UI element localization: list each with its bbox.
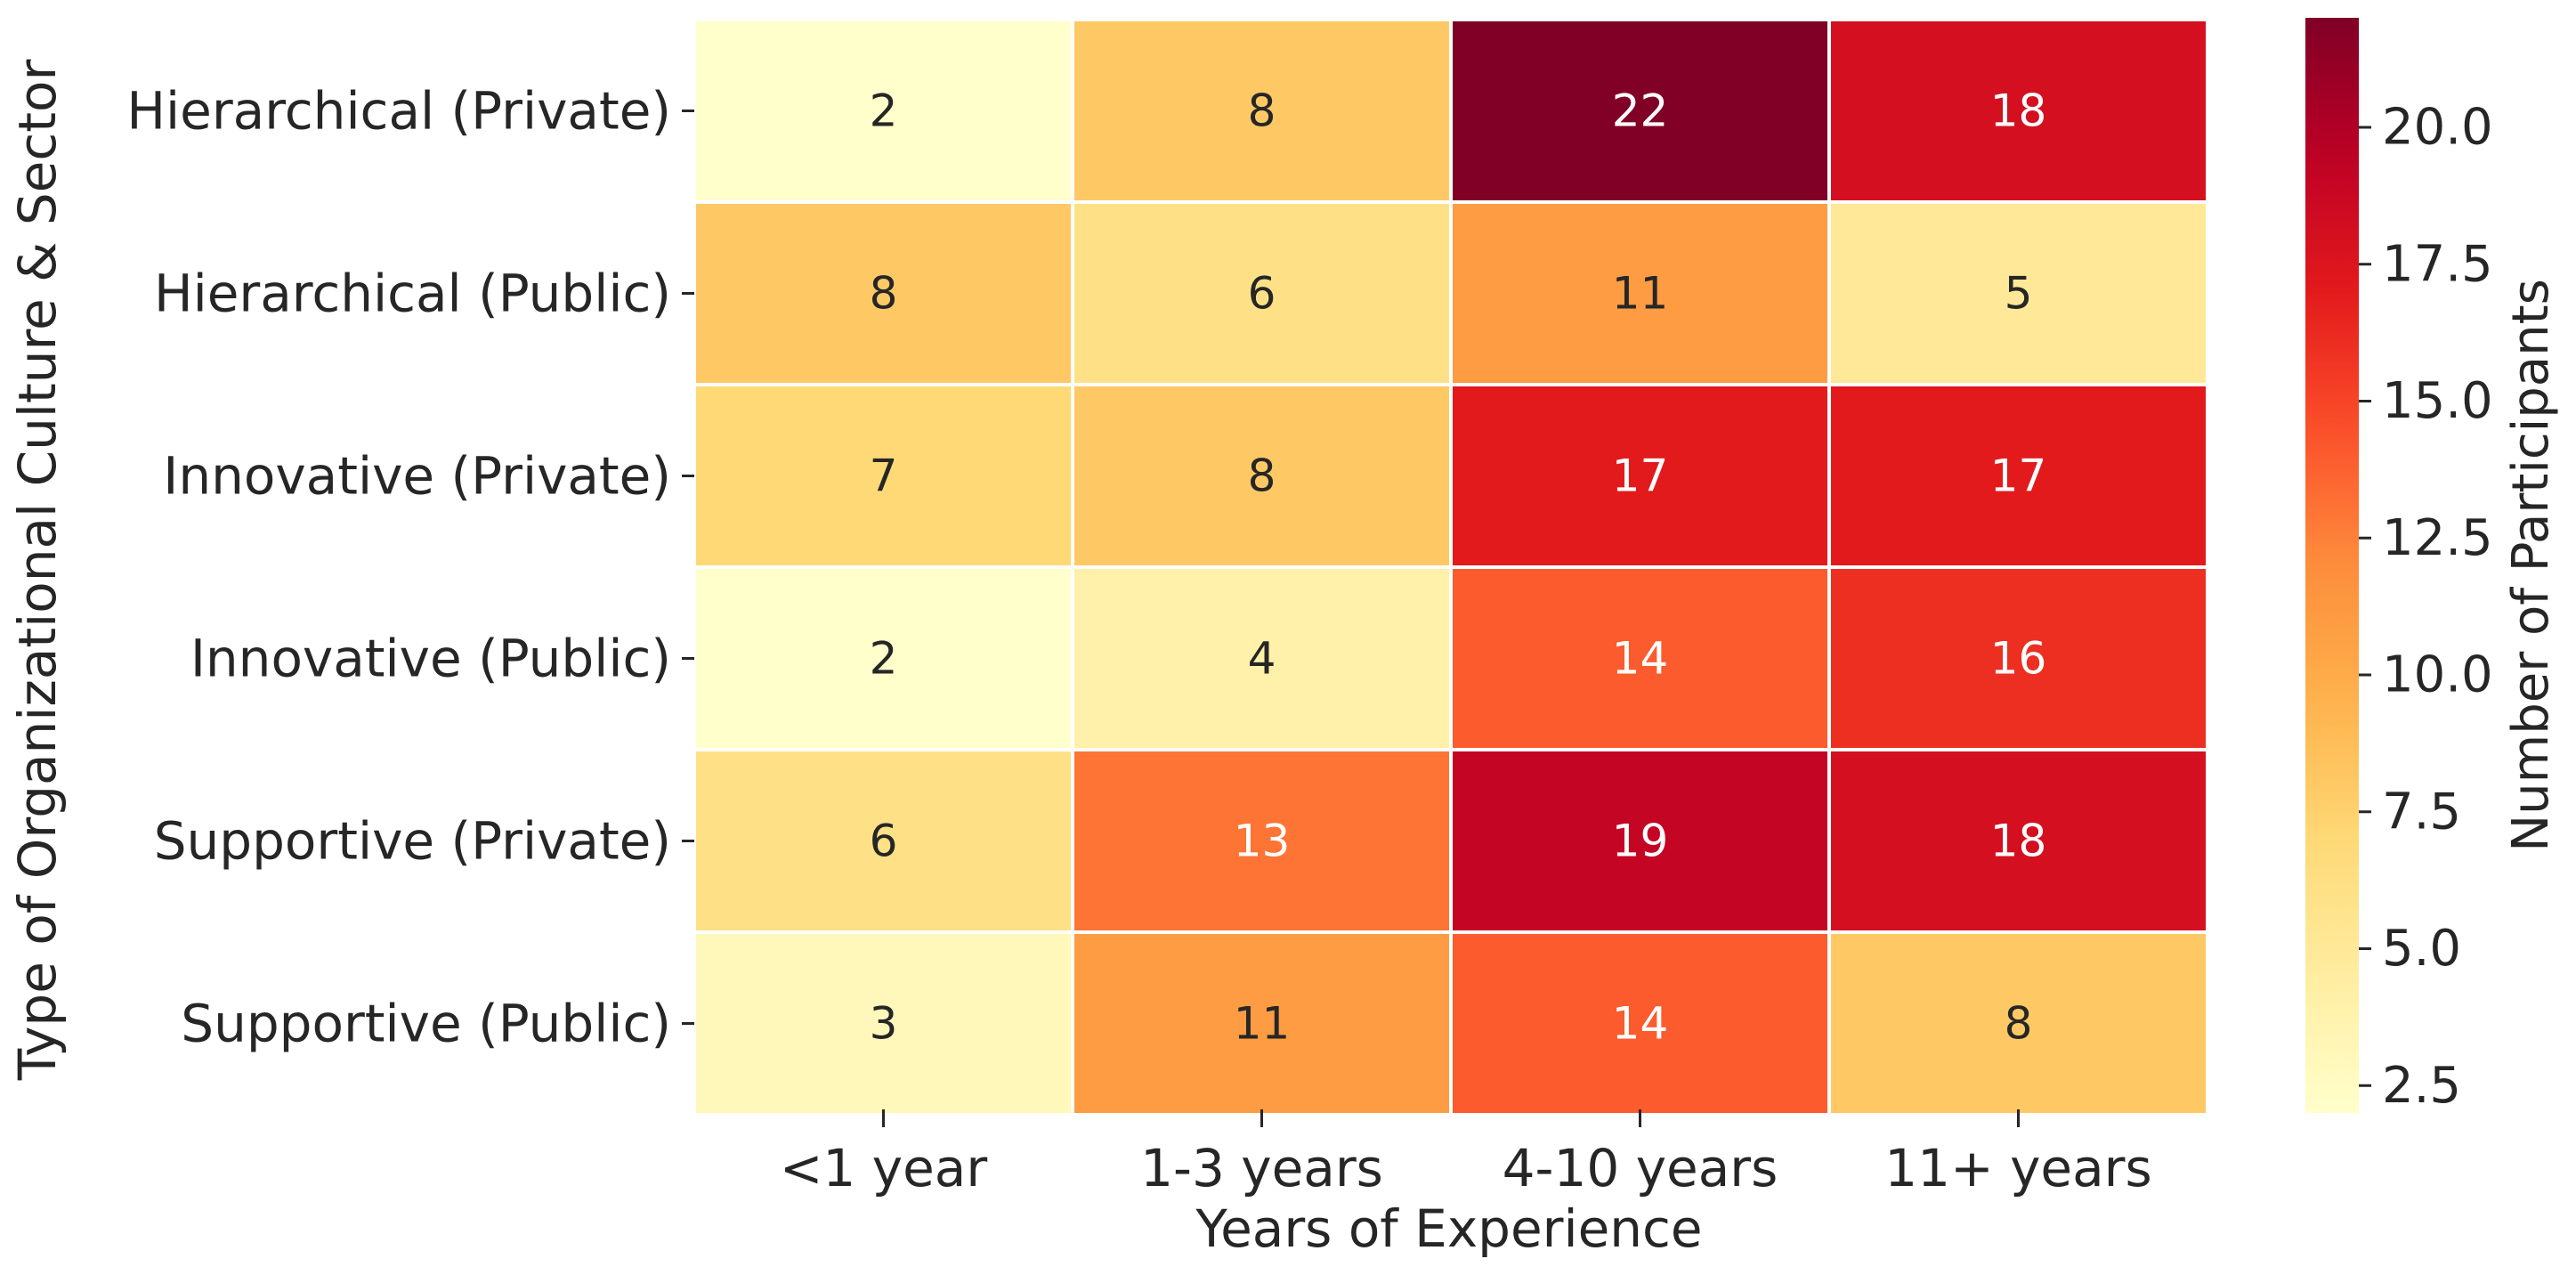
colorbar-tick-label: 7.5 — [2382, 783, 2461, 841]
y-tick-label: Supportive (Public) — [181, 994, 671, 1054]
cell-value-label: 17 — [1612, 451, 1669, 502]
cell-value-label: 22 — [1612, 85, 1669, 137]
colorbar-gradient — [2305, 18, 2359, 1113]
colorbar-tick-label: 20.0 — [2382, 99, 2493, 157]
cell-value-label: 6 — [870, 816, 898, 867]
heatmap-cell — [1827, 200, 2209, 386]
colorbar-tick-label: 12.5 — [2382, 509, 2493, 567]
cell-value-label: 5 — [2005, 268, 2033, 320]
cell-value-label: 18 — [1990, 85, 2047, 137]
heatmap-cell — [1827, 383, 2209, 569]
heatmap-cell — [1827, 748, 2209, 934]
heatmap-cell — [1071, 930, 1453, 1117]
colorbar-tick-label: 5.0 — [2382, 920, 2461, 978]
x-tick-label: <1 year — [780, 1138, 987, 1198]
cell-value-label: 3 — [870, 998, 898, 1050]
heatmap-cell — [1827, 18, 2209, 204]
heatmap-cell — [693, 930, 1074, 1117]
cell-value-label: 2 — [870, 85, 898, 137]
cell-value-label: 8 — [1248, 451, 1276, 502]
heatmap-cell — [1071, 565, 1453, 751]
cell-value-label: 8 — [870, 268, 898, 320]
heatmap-cell — [1071, 748, 1453, 934]
x-tick-label: 4-10 years — [1503, 1138, 1778, 1198]
colorbar: 2.5 5.0 7.5 10.0 12.5 15.0 17.5 20.0 — [2305, 18, 2493, 1115]
y-tick-label: Innovative (Private) — [163, 446, 671, 507]
colorbar-tick-label: 2.5 — [2382, 1057, 2461, 1115]
colorbar-tick-label: 10.0 — [2382, 646, 2493, 704]
x-axis: <1 year 1-3 years 4-10 years 11+ years — [780, 1109, 2152, 1198]
heatmap-cell — [1071, 18, 1453, 204]
colorbar-label: Number of Participants — [2502, 279, 2560, 851]
cell-value-label: 8 — [2005, 998, 2033, 1050]
x-tick-label: 11+ years — [1884, 1138, 2151, 1198]
heatmap-cell — [1827, 930, 2209, 1117]
y-tick-label: Hierarchical (Private) — [126, 81, 671, 142]
heatmap-cell — [1071, 200, 1453, 386]
cell-value-label: 4 — [1248, 633, 1276, 685]
heatmap-cell — [1449, 748, 1831, 934]
cell-value-label: 18 — [1990, 816, 2047, 867]
x-axis-title: Years of Experience — [1195, 1198, 1702, 1259]
colorbar-tick-label: 15.0 — [2382, 372, 2493, 430]
y-tick-label: Innovative (Public) — [190, 629, 671, 689]
cell-value-label: 6 — [1248, 268, 1276, 320]
heatmap-cells: 2 8 22 18 8 6 11 5 7 8 17 17 2 4 14 16 6 13 19 18 3 11 14 8 — [693, 18, 2209, 1117]
heatmap-cell — [1071, 383, 1453, 569]
y-axis-title: Type of Organizational Culture & Sector — [7, 60, 68, 1082]
colorbar-tick-label: 17.5 — [2382, 235, 2493, 293]
cell-value-label: 14 — [1612, 633, 1669, 685]
heatmap-cell — [1827, 565, 2209, 751]
cell-value-label: 19 — [1612, 816, 1669, 867]
cell-value-label: 2 — [870, 633, 898, 685]
cell-value-label: 7 — [870, 451, 898, 502]
heatmap-cell — [1449, 18, 1831, 204]
y-axis: Hierarchical (Private) Hierarchical (Publ… — [126, 81, 694, 1054]
cell-value-label: 11 — [1234, 998, 1291, 1050]
cell-value-label: 8 — [1248, 85, 1276, 137]
x-tick-label: 1-3 years — [1140, 1138, 1383, 1198]
cell-value-label: 17 — [1990, 451, 2047, 502]
y-tick-label: Supportive (Private) — [154, 811, 671, 872]
y-tick-label: Hierarchical (Public) — [154, 264, 671, 324]
cell-value-label: 16 — [1990, 633, 2047, 685]
cell-value-label: 13 — [1234, 816, 1291, 867]
heatmap-cell — [693, 18, 1074, 204]
heatmap-cell — [1449, 930, 1831, 1117]
cell-value-label: 11 — [1612, 268, 1669, 320]
cell-value-label: 14 — [1612, 998, 1669, 1050]
